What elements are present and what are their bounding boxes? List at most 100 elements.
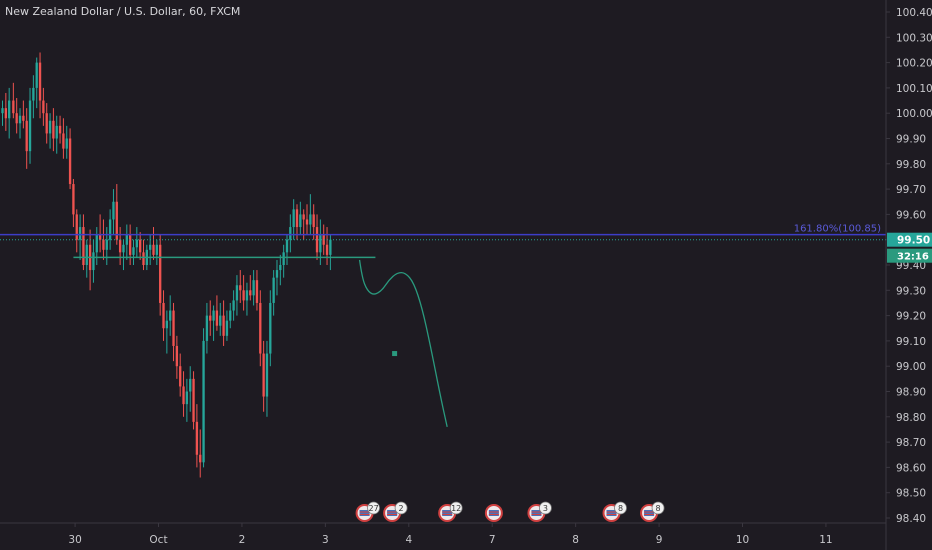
projection-path[interactable]: [358, 259, 448, 428]
candle-body: [149, 244, 152, 250]
badge-count-bubble: [614, 501, 627, 515]
candle-body: [8, 100, 11, 119]
y-tick-label: 98.50: [896, 488, 926, 500]
candle-body: [309, 214, 312, 225]
flag-icon-stripe: [387, 510, 398, 516]
candle-body: [292, 209, 295, 228]
x-tick-label: 3: [322, 534, 329, 546]
y-tick-label: 99.00: [896, 361, 926, 373]
y-tick-label: 99.10: [896, 336, 926, 348]
drawings: 161.80%(100.85): [0, 224, 886, 428]
y-tick-label: 98.70: [896, 437, 926, 449]
badge-count-bubble: [394, 501, 408, 515]
candle-body: [242, 290, 245, 301]
y-tick-label: 100.10: [896, 83, 932, 95]
x-tick-label: 11: [819, 534, 832, 546]
candle-body: [162, 302, 165, 329]
candle-body: [279, 265, 282, 271]
candle-body: [75, 214, 78, 240]
y-tick-label: 100.30: [896, 32, 932, 44]
candle-body: [12, 100, 15, 114]
x-tick-label: 2: [239, 534, 246, 546]
candle-body: [199, 454, 202, 463]
x-tick-label: 4: [405, 534, 412, 546]
candle-body: [48, 120, 52, 134]
projection-marker[interactable]: [392, 351, 398, 357]
candle-body: [58, 125, 62, 134]
x-tick-label: 30: [68, 534, 81, 546]
event-badge[interactable]: 3: [527, 501, 552, 522]
badge-count: 3: [543, 504, 548, 513]
candle-body: [112, 201, 115, 220]
event-badge[interactable]: 27: [355, 501, 380, 522]
candle-body: [295, 209, 299, 228]
candle-body: [65, 138, 68, 149]
flag-icon-stripe: [359, 510, 370, 516]
candle-body: [45, 113, 48, 134]
badge-count-bubble: [651, 501, 665, 515]
candle-body: [195, 421, 199, 455]
event-badges[interactable]: 27 2 12 3 8 8: [355, 501, 665, 522]
candle-body: [35, 62, 38, 88]
candle-body: [138, 239, 142, 253]
chart-title: New Zealand Dollar / U.S. Dollar, 60, FX…: [5, 5, 240, 18]
y-tick-label: 99.60: [896, 209, 926, 221]
candle-body: [289, 227, 292, 240]
candle-body: [182, 386, 185, 405]
last-price-tag: [887, 232, 932, 247]
candle-body: [222, 315, 225, 336]
badge-count: 8: [618, 504, 623, 513]
candle-body: [252, 280, 255, 296]
candle-body: [205, 315, 209, 341]
candle-body: [215, 310, 219, 326]
x-tick-label: 10: [736, 534, 749, 546]
candle-body: [92, 252, 95, 271]
candle-body: [225, 320, 229, 336]
y-tick-label: 98.60: [896, 462, 926, 474]
candle-body: [28, 100, 32, 152]
candle-body: [219, 315, 222, 326]
event-badge[interactable]: 2: [383, 501, 408, 522]
countdown-value: 32:16: [897, 252, 929, 263]
event-badge[interactable]: 8: [602, 501, 627, 522]
candle-body: [305, 219, 309, 225]
candle-body: [4, 108, 8, 119]
event-badge[interactable]: [484, 504, 503, 522]
candle-body: [159, 244, 162, 303]
candle-body: [95, 234, 98, 253]
candle-body: [172, 310, 175, 346]
candle-body: [78, 227, 82, 240]
event-badge[interactable]: 8: [640, 501, 665, 522]
y-tick-label: 99.40: [896, 260, 926, 272]
candle-body: [245, 290, 249, 301]
candle-body: [72, 184, 75, 215]
y-tick-label: 100.00: [896, 108, 932, 120]
candle-body: [128, 234, 132, 255]
candle-body: [155, 244, 159, 255]
candle-body: [18, 115, 22, 124]
countdown-tag: [887, 248, 932, 263]
candle-body: [202, 340, 205, 463]
candle-body: [302, 214, 305, 220]
candle-body: [315, 227, 319, 253]
candle-body: [175, 345, 179, 367]
candle-body: [275, 270, 279, 278]
flag-icon-stripe: [488, 510, 499, 516]
candle-body: [115, 201, 118, 240]
y-tick-label: 100.40: [896, 7, 932, 19]
flag-icon-stripe: [606, 510, 617, 516]
candle-body: [325, 244, 329, 255]
y-tick-label: 99.30: [896, 285, 926, 297]
candle-body: [169, 310, 172, 321]
candle-body: [312, 214, 315, 228]
last-price-value: 99.50: [897, 235, 930, 247]
candle-body: [192, 378, 195, 422]
y-tick-label: 98.80: [896, 412, 926, 424]
event-badge[interactable]: 12: [438, 501, 463, 522]
candle-body: [255, 280, 259, 303]
candle-body: [269, 302, 272, 354]
x-tick-label: Oct: [149, 534, 167, 546]
